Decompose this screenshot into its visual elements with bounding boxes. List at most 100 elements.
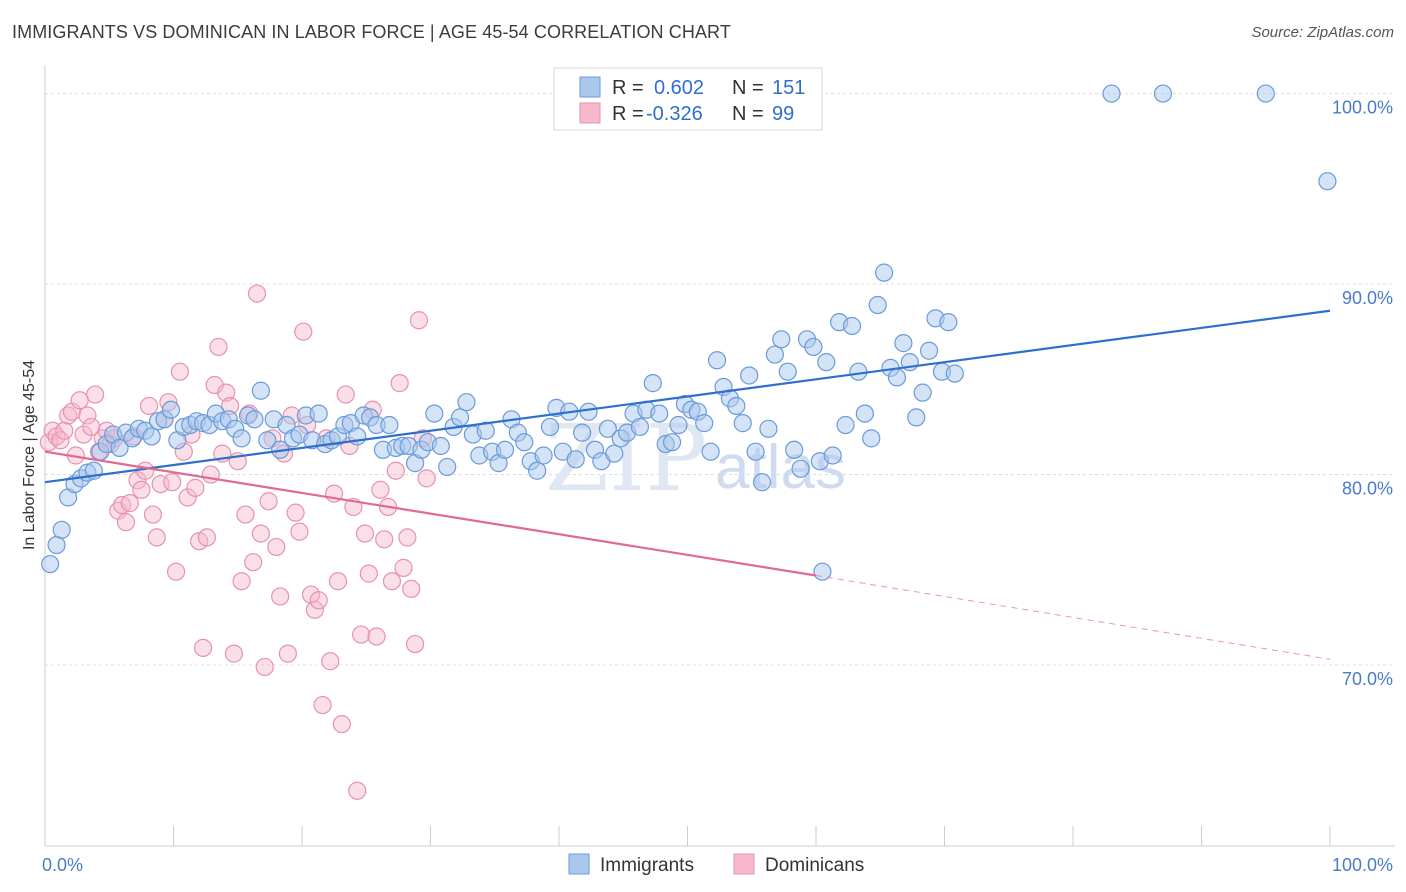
- immigrants-point-88: [605, 444, 624, 463]
- dominicans-point-65: [290, 522, 309, 541]
- immigrants-point-32: [245, 410, 264, 429]
- axes: [44, 65, 1395, 847]
- dominicans-point-90: [386, 461, 405, 480]
- correlation-legend: R = 0.602 N = 151 R = -0.326 N = 99: [553, 67, 823, 131]
- immigrants-point-136: [913, 383, 932, 402]
- immigrants-point-140: [939, 313, 958, 332]
- dominicans-point-20: [116, 513, 136, 532]
- dominicans-point-94: [402, 579, 421, 598]
- dominicans-trend-extension: [815, 575, 1331, 660]
- dominicans-point-80: [348, 781, 367, 800]
- trend-lines: [44, 309, 1331, 660]
- immigrants-point-2: [52, 520, 71, 539]
- immigrants-point-68: [476, 421, 495, 440]
- immigrants-point-114: [772, 330, 791, 349]
- dominicans-point-85: [367, 627, 386, 646]
- dominicans-point-86: [371, 480, 390, 499]
- dominicans-point-33: [166, 562, 186, 581]
- dominicans-point-34: [170, 362, 190, 381]
- dominicans-point-42: [201, 465, 220, 484]
- immigrants-point-74: [515, 433, 534, 452]
- immigrants-point-87: [598, 419, 617, 438]
- immigrants-point-78: [540, 417, 560, 437]
- legend-n-value-1: 151: [772, 77, 805, 99]
- x-tick-labels: 0.0% 100.0%: [42, 855, 1393, 875]
- dominicans-point-81: [352, 625, 371, 644]
- dominicans-point-50: [232, 572, 251, 591]
- immigrants-point-109: [740, 366, 759, 385]
- dominicans-point-64: [286, 503, 305, 522]
- y-tick-label-1: 80.0%: [1342, 479, 1393, 499]
- immigrants-point-65: [457, 393, 476, 412]
- dominicans-point-87: [375, 530, 394, 549]
- dominicans-point-32: [163, 473, 182, 492]
- immigrants-point-117: [791, 459, 810, 478]
- immigrants-point-107: [727, 396, 746, 416]
- dominicans-point-92: [394, 558, 413, 577]
- bottom-legend-dominicans: Dominicans: [765, 855, 864, 876]
- bottom-swatch-dominicans: [733, 853, 755, 875]
- y-axis-label: In Labor Force | Age 45-54: [21, 360, 38, 550]
- immigrants-point-127: [855, 404, 874, 423]
- dominicans-point-28: [147, 528, 166, 547]
- dominicans-point-24: [132, 480, 151, 499]
- immigrants-point-62: [438, 457, 457, 477]
- dominicans-point-75: [328, 572, 348, 591]
- dominicans-point-3: [51, 431, 70, 450]
- immigrants-point-95: [650, 404, 669, 423]
- dominicans-point-53: [244, 553, 263, 572]
- y-tick-label-2: 90.0%: [1342, 288, 1393, 308]
- immigrants-point-82: [566, 450, 585, 469]
- grid-lines: [45, 93, 1395, 666]
- immigrants-point-84: [579, 402, 598, 421]
- dominicans-point-23: [128, 471, 147, 490]
- immigrants-point-103: [701, 442, 720, 461]
- immigrants-trend-line: [44, 309, 1331, 484]
- dominicans-point-57: [259, 492, 278, 511]
- immigrants-point-116: [785, 440, 804, 459]
- dominicans-point-56: [255, 657, 274, 677]
- immigrants-point-130: [875, 263, 894, 282]
- dominicans-point-8: [70, 391, 89, 410]
- immigrants-point-137: [919, 341, 939, 360]
- immigrants-point-0: [41, 554, 60, 574]
- dominicans-point-38: [186, 478, 205, 497]
- dominicans-point-83: [359, 564, 378, 583]
- immigrants-point-102: [695, 414, 714, 433]
- immigrants-point-129: [868, 295, 887, 315]
- dominicans-point-10: [78, 406, 97, 425]
- bottom-legend-immigrants: Immigrants: [600, 855, 694, 876]
- dominicans-point-4: [55, 421, 74, 440]
- immigrants-point-64: [450, 408, 470, 427]
- source-label: Source: ZipAtlas.com: [1251, 24, 1394, 41]
- dominicans-point-82: [355, 524, 375, 543]
- dominicans-point-40: [193, 638, 213, 657]
- dominicans-points: [39, 284, 436, 800]
- immigrants-point-98: [669, 415, 688, 435]
- immigrants-point-104: [707, 351, 727, 370]
- legend-r-value-1: 0.602: [654, 77, 704, 99]
- immigrants-point-111: [752, 473, 772, 492]
- immigrants-point-112: [759, 419, 778, 438]
- y-tick-labels: 70.0% 80.0% 90.0% 100.0%: [1332, 98, 1393, 689]
- immigrants-point-133: [894, 334, 913, 353]
- dominicans-point-12: [86, 385, 105, 404]
- dominicans-point-54: [247, 284, 267, 303]
- immigrants-point-122: [823, 446, 842, 465]
- dominicans-point-60: [271, 587, 290, 606]
- dominicans-point-44: [209, 337, 228, 357]
- immigrants-point-53: [380, 415, 399, 435]
- dominicans-point-48: [224, 644, 243, 663]
- dominicans-point-62: [278, 644, 297, 663]
- immigrants-point-144: [1153, 84, 1173, 103]
- legend-r-value-2: -0.326: [646, 103, 703, 125]
- immigrants-point-125: [842, 316, 862, 336]
- immigrants-point-77: [534, 446, 553, 465]
- immigrants-points: [41, 84, 1337, 581]
- dominicans-point-77: [336, 385, 355, 404]
- immigrants-point-30: [232, 429, 251, 448]
- dominicans-point-69: [305, 600, 324, 619]
- immigrants-point-94: [643, 374, 662, 393]
- immigrants-point-92: [630, 417, 650, 437]
- immigrants-point-113: [765, 345, 784, 364]
